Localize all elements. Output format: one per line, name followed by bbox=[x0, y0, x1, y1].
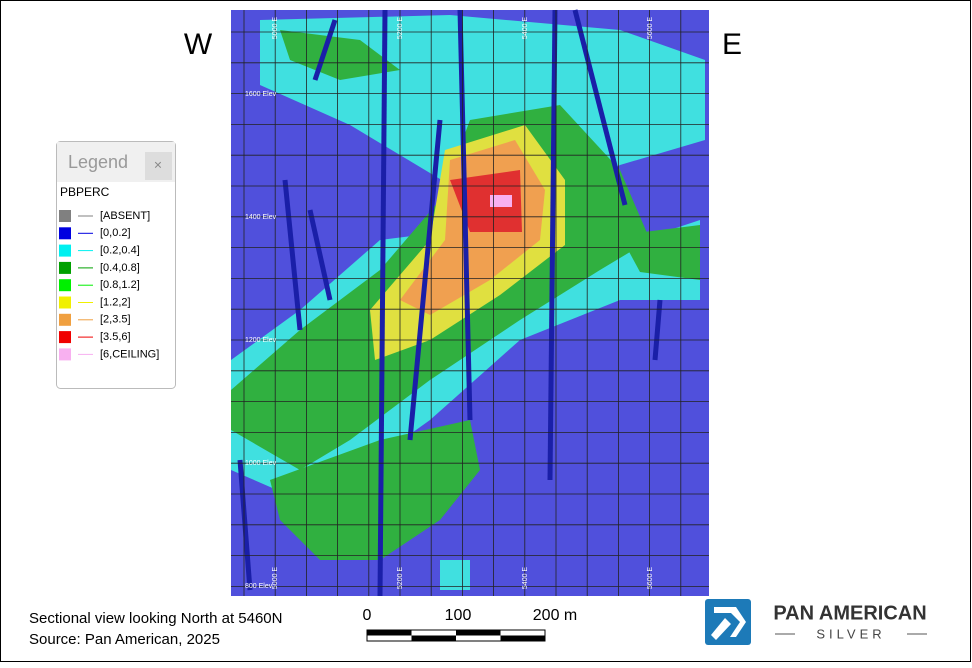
legend-swatch bbox=[59, 210, 71, 222]
legend-swatch bbox=[59, 261, 71, 274]
scale-label: 200 m bbox=[533, 607, 577, 624]
elevation-label: 1000 Elev bbox=[245, 460, 277, 467]
easting-label: 5200 E bbox=[397, 17, 404, 40]
caption: Source: Pan American, 2025 bbox=[29, 631, 220, 648]
legend-label: [0,0.2] bbox=[100, 227, 131, 239]
easting-label: 5200 E bbox=[397, 567, 404, 590]
legend-label: [3.5,6] bbox=[100, 331, 131, 343]
close-button[interactable] bbox=[145, 152, 172, 180]
legend-title: Legend bbox=[68, 152, 128, 172]
logo: PAN AMERICAN SILVER bbox=[705, 599, 927, 645]
close-icon[interactable]: × bbox=[154, 157, 162, 173]
logo-sub: SILVER bbox=[816, 626, 885, 641]
legend-label: [0.2,0.4] bbox=[100, 245, 140, 257]
easting-label: 5000 E bbox=[272, 17, 279, 40]
legend-label: [ABSENT] bbox=[100, 210, 150, 222]
east-label: E bbox=[722, 28, 742, 61]
legend-label: [6,CEILING] bbox=[100, 348, 159, 360]
logo-name: PAN AMERICAN bbox=[773, 602, 926, 624]
elevation-label: 800 Elev bbox=[245, 583, 273, 590]
scale-label: 100 bbox=[445, 607, 472, 624]
legend-swatch bbox=[59, 313, 71, 326]
easting-label: 5400 E bbox=[522, 567, 529, 590]
section bbox=[231, 9, 709, 597]
legend-swatch bbox=[59, 296, 71, 309]
caption: Sectional view looking North at 5460N bbox=[29, 610, 282, 627]
legend-label: [2,3.5] bbox=[100, 314, 131, 326]
west-label: W bbox=[184, 28, 213, 61]
legend-label: [0.4,0.8] bbox=[100, 262, 140, 274]
easting-label: 5400 E bbox=[522, 17, 529, 40]
elevation-label: 1600 Elev bbox=[245, 91, 277, 98]
scale-bar: 0 100 200 m bbox=[363, 607, 577, 642]
legend-swatch bbox=[59, 227, 71, 240]
legend-swatch bbox=[59, 244, 71, 257]
scale-label: 0 bbox=[363, 607, 372, 624]
legend-swatch bbox=[59, 279, 71, 292]
elevation-label: 1400 Elev bbox=[245, 214, 277, 221]
legend-swatch bbox=[59, 331, 71, 344]
legend-label: [1.2,2] bbox=[100, 296, 131, 308]
legend: Legend × PBPERC [ABSENT] [0,0.2] [0.2,0.4]… bbox=[56, 141, 176, 389]
elevation-label: 1200 Elev bbox=[245, 337, 277, 344]
easting-label: 5000 E bbox=[272, 567, 279, 590]
legend-label: [0.8,1.2] bbox=[100, 279, 140, 291]
legend-swatch bbox=[59, 348, 71, 361]
easting-label: 5600 E bbox=[647, 17, 654, 40]
easting-label: 5600 E bbox=[647, 567, 654, 590]
legend-field: PBPERC bbox=[60, 185, 110, 199]
